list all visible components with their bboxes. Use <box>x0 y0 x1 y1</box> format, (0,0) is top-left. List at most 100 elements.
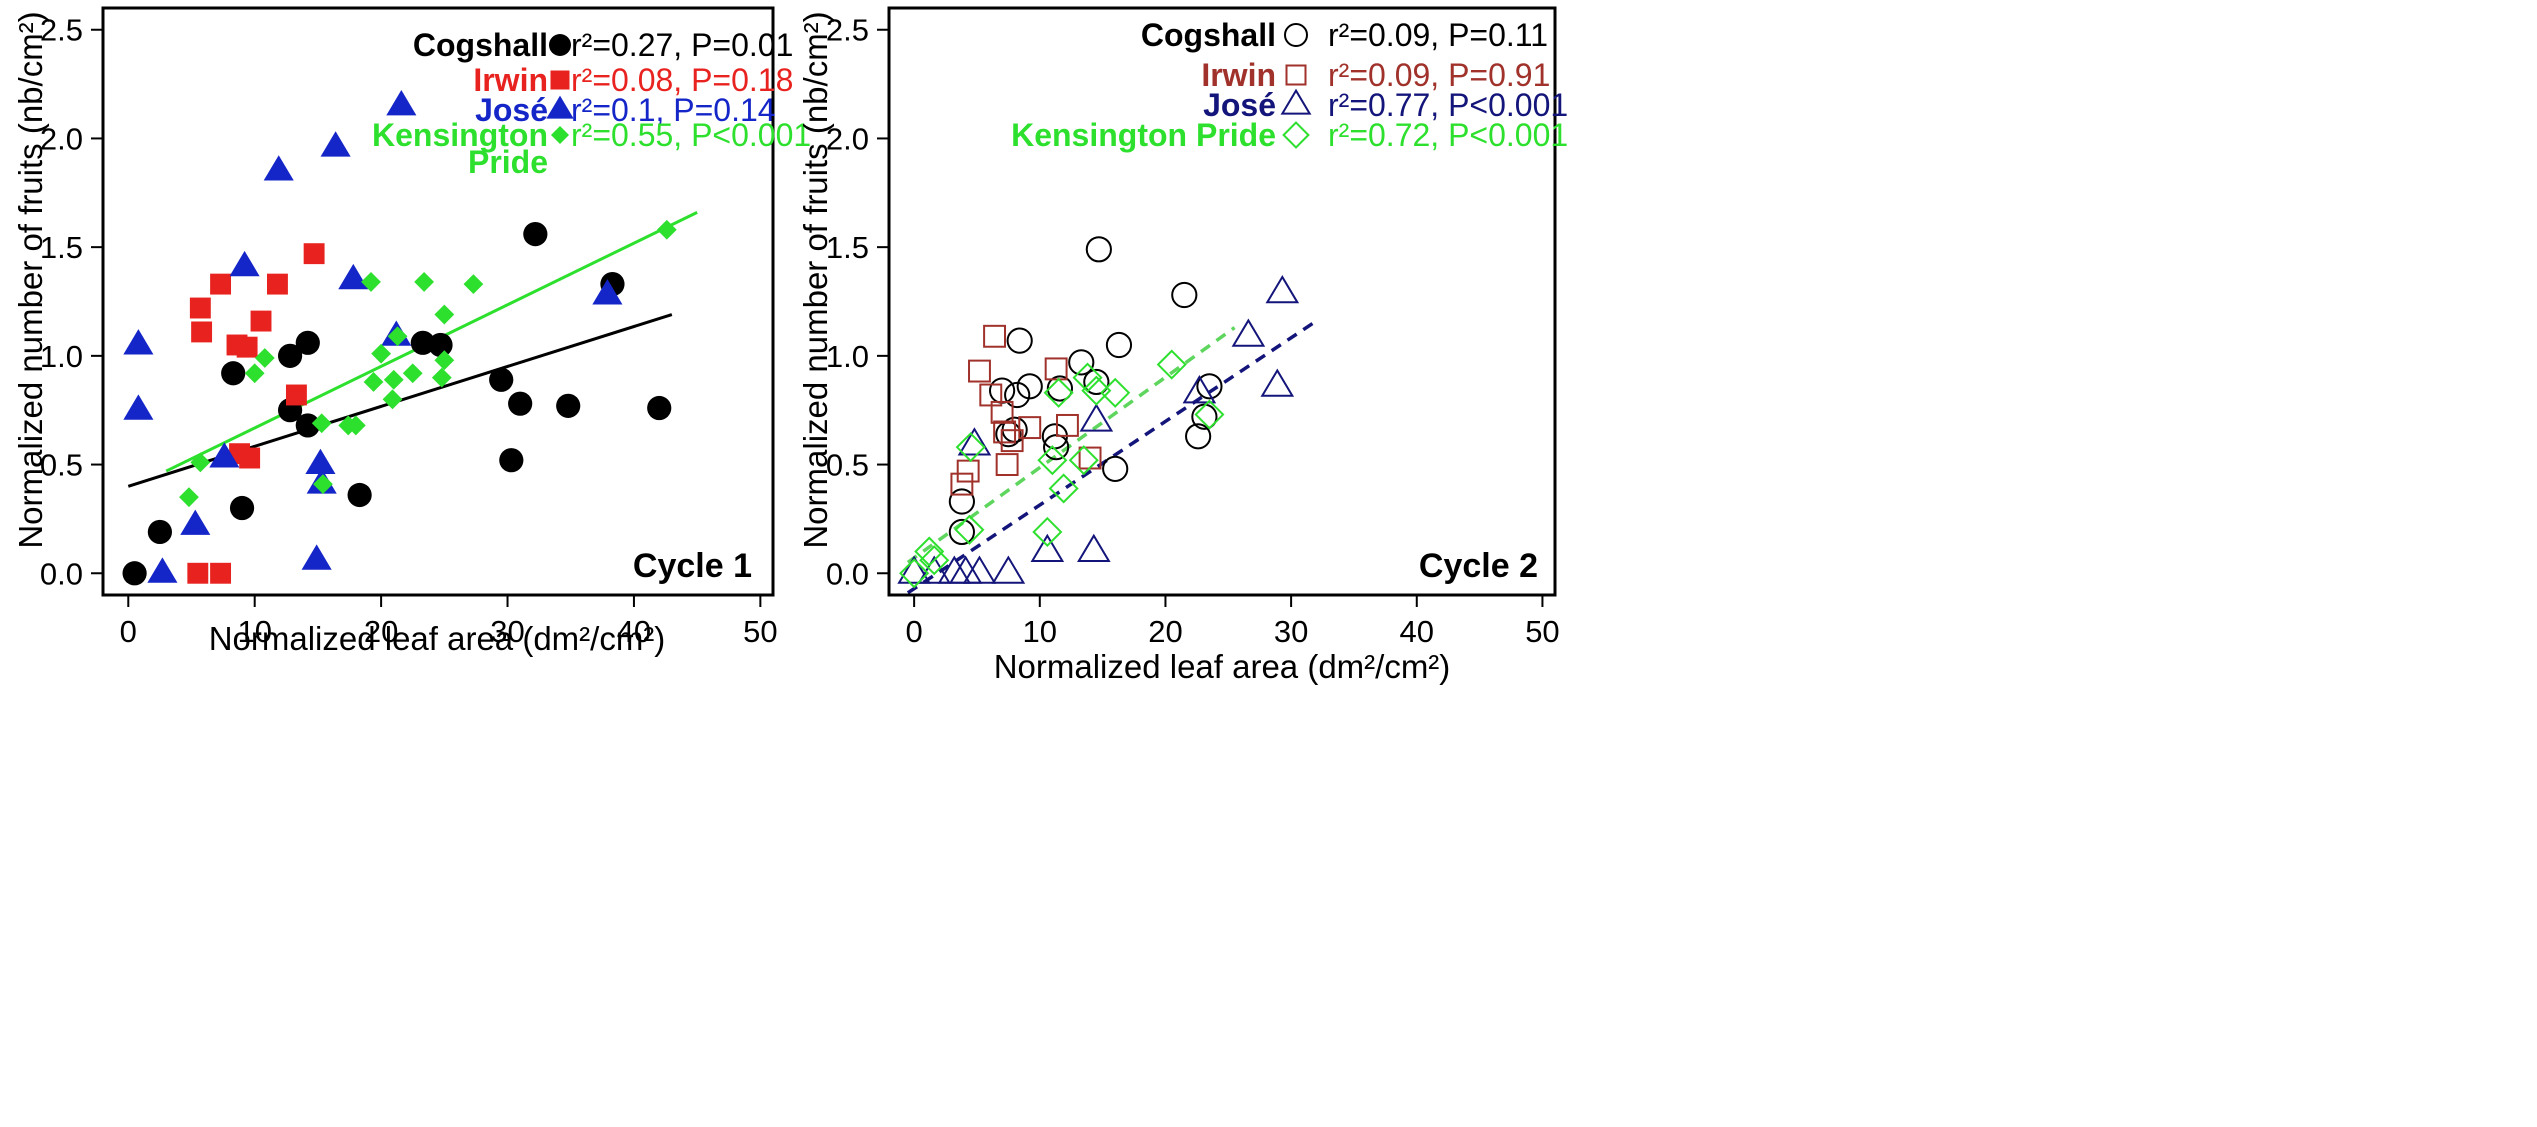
point-kensington <box>414 272 434 292</box>
legend-stat-jose: r²=0.77, P<0.001 <box>1328 87 1568 123</box>
point-cogshall <box>1105 331 1133 359</box>
legend-stat-kensington: r²=0.72, P<0.001 <box>1328 117 1568 153</box>
x-tick-label: 20 <box>364 614 398 649</box>
y-tick-label: 1.5 <box>826 230 869 265</box>
point-cogshall <box>1083 368 1110 396</box>
legend-marker-jose <box>546 95 574 119</box>
data-points <box>897 236 1300 589</box>
point-irwin <box>239 447 261 469</box>
legend-name-cogshall: Cogshall <box>1141 17 1276 53</box>
point-kensington <box>382 389 403 410</box>
point-cogshall <box>647 395 672 421</box>
x-tick-label: 30 <box>490 614 524 649</box>
point-jose <box>962 555 997 584</box>
point-irwin <box>950 472 974 496</box>
point-kensington <box>434 304 455 325</box>
point-kensington <box>363 372 384 392</box>
y-tick-label: 2.5 <box>40 13 83 48</box>
point-kensington <box>1156 349 1187 380</box>
point-kensington <box>954 514 985 545</box>
point-jose <box>917 555 952 584</box>
axes: 0 10 20 30 40 50 0.0 0.5 1.0 1.5 2.0 2.5 <box>40 13 778 649</box>
panel-cycle-1: 0 10 20 30 40 50 0.0 0.5 1.0 1.5 2.0 2.5 Normalized… <box>12 6 811 657</box>
plot-frame <box>101 6 775 597</box>
legend-name-irwin: Irwin <box>1201 57 1276 93</box>
legend-marker-cogshall <box>1284 23 1308 47</box>
point-cogshall <box>295 413 320 438</box>
legend-name-jose: José <box>475 92 548 128</box>
x-tick-label: 40 <box>1400 614 1434 649</box>
point-cogshall <box>347 482 372 508</box>
point-jose <box>229 250 260 277</box>
point-irwin <box>995 453 1019 477</box>
legend: Cogshall r²=0.09, P=0.11 Irwin r²=0.09, P=0… <box>1011 17 1568 153</box>
legend-marker-cogshall <box>549 34 571 56</box>
point-kensington <box>179 487 199 508</box>
y-tick-label: 1.0 <box>40 339 83 374</box>
legend-stat-kensington: r²=0.55, P<0.001 <box>571 117 811 153</box>
point-kensington <box>434 350 455 371</box>
y-tick-label: 0.5 <box>40 448 83 483</box>
point-cogshall <box>556 393 581 418</box>
point-cogshall <box>277 343 303 368</box>
legend-name-kensington: Kensington Pride <box>1011 117 1276 153</box>
point-kensington <box>387 326 408 347</box>
point-jose <box>386 89 417 116</box>
point-jose <box>1079 403 1114 432</box>
point-irwin <box>1018 416 1042 440</box>
point-kensington <box>254 348 275 368</box>
point-cogshall <box>295 330 320 355</box>
point-cogshall <box>1185 423 1212 450</box>
point-cogshall <box>948 518 975 546</box>
point-kensington <box>244 363 265 384</box>
legend-marker-kensington <box>551 126 569 144</box>
point-kensington <box>463 274 484 295</box>
y-axis-title: Normalized number of fruits (nb/cm²) <box>797 11 834 548</box>
legend-stat-jose: r²=0.1, P=0.14 <box>571 92 776 128</box>
point-irwin <box>210 273 232 295</box>
legend-name-irwin: Irwin <box>473 62 548 98</box>
point-cogshall <box>1102 455 1129 483</box>
point-jose <box>338 263 369 290</box>
y-tick-label: 2.0 <box>40 121 83 156</box>
point-kensington <box>955 432 986 463</box>
y-tick-label: 1.5 <box>40 230 83 265</box>
point-jose <box>301 544 332 570</box>
legend-marker-kensington <box>1282 121 1310 149</box>
point-kensington <box>361 272 381 292</box>
legend-name-cogshall: Cogshall <box>413 27 548 63</box>
point-cogshall <box>428 332 453 358</box>
point-kensington <box>1072 362 1103 393</box>
point-irwin <box>1000 429 1024 453</box>
point-kensington <box>402 363 423 384</box>
point-kensington <box>190 452 211 473</box>
point-kensington <box>1037 445 1068 476</box>
point-kensington <box>914 536 945 567</box>
point-jose <box>1182 375 1217 404</box>
point-jose <box>209 442 240 468</box>
point-irwin <box>303 243 325 265</box>
point-cogshall <box>147 519 172 545</box>
data-points <box>122 89 677 586</box>
point-jose <box>957 427 992 456</box>
legend-stat-irwin: r²=0.08, P=0.18 <box>571 62 793 98</box>
x-tick-label: 10 <box>1023 614 1057 649</box>
legend-stat-cogshall: r²=0.27, P=0.01 <box>571 27 793 63</box>
legend-name-jose: José <box>1203 87 1276 123</box>
point-cogshall <box>508 391 533 416</box>
legend-stat-irwin: r²=0.09, P=0.91 <box>1328 57 1550 93</box>
point-cogshall <box>1196 373 1223 400</box>
fit-line-kensington <box>906 326 1236 564</box>
point-irwin <box>1044 357 1068 381</box>
x-tick-label: 0 <box>120 614 137 649</box>
point-jose <box>1030 533 1065 563</box>
x-tick-label: 50 <box>1525 614 1559 649</box>
point-cogshall <box>1085 236 1112 263</box>
point-irwin <box>993 420 1017 444</box>
point-cogshall <box>948 488 975 515</box>
point-kensington <box>1032 516 1063 548</box>
x-tick-label: 20 <box>1148 614 1182 649</box>
legend: Cogshall r²=0.27, P=0.01 Irwin r²=0.08, P=0… <box>372 27 811 180</box>
legend-marker-irwin <box>550 70 570 90</box>
x-tick-label: 50 <box>743 614 777 649</box>
